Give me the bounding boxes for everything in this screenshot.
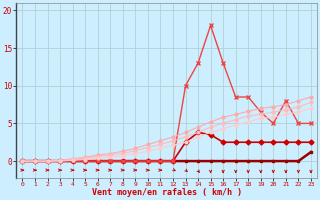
X-axis label: Vent moyen/en rafales ( km/h ): Vent moyen/en rafales ( km/h ) (92, 188, 242, 197)
